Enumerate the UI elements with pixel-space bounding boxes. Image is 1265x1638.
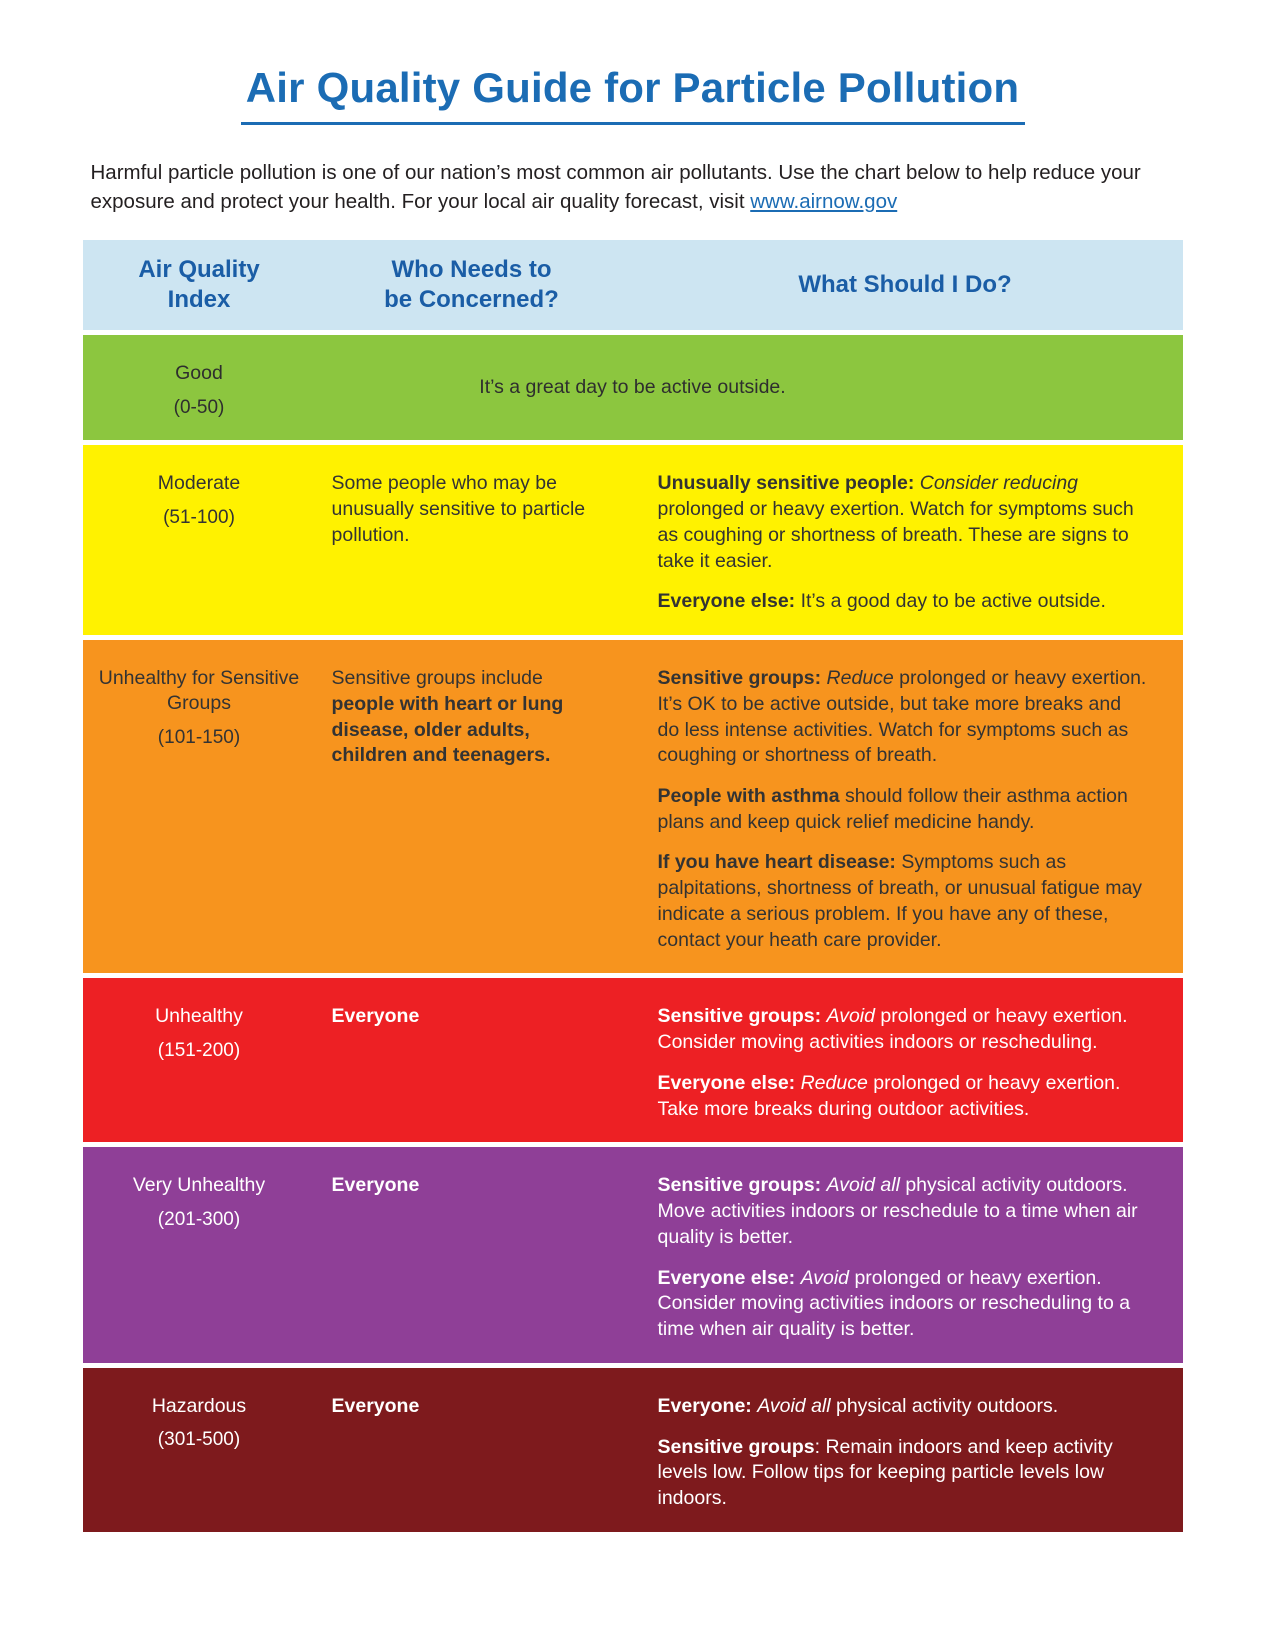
- category-name: Unhealthy: [155, 1005, 243, 1028]
- text-segment: Sensitive groups:: [657, 1005, 827, 1028]
- text-segment: prolonged or heavy exertion. Consider mo…: [657, 1005, 1128, 1054]
- category-name: Moderate: [157, 472, 241, 495]
- category-range: (201-300): [157, 1208, 241, 1230]
- page-title: Air Quality Guide for Particle Pollution: [245, 64, 1020, 111]
- text-segment: Reduce: [826, 667, 894, 690]
- text-segment: physical activity outdoors.: [830, 1394, 1059, 1417]
- concerned-cell: Everyone: [316, 978, 628, 1142]
- text-segment: People with asthma: [657, 785, 840, 808]
- text-segment: It’s a good day to be active outside.: [800, 590, 1106, 613]
- text-segment: Everyone: [331, 1394, 420, 1417]
- aqi-row-very-unhealthy: Very Unhealthy (201-300) Everyone Sensitive…: [82, 1147, 1183, 1363]
- text-segment: prolonged or heavy exertion. It’s OK to …: [657, 667, 1147, 767]
- concerned-text: Everyone: [332, 1394, 606, 1420]
- text-segment: Everyone else:: [657, 1071, 801, 1094]
- intro-paragraph: Harmful particle pollution is one of our…: [91, 159, 1175, 216]
- action-paragraph: Everyone else: Reduce prolonged or heavy…: [658, 1071, 1147, 1122]
- action-paragraph: Sensitive groups: Remain indoors and kee…: [658, 1435, 1147, 1512]
- category-cell: Unhealthy for Sensitive Groups (101-150): [83, 640, 316, 973]
- category-range: (0-50): [173, 396, 225, 418]
- text-segment: Everyone:: [657, 1394, 758, 1417]
- text-segment: Avoid all: [826, 1174, 900, 1197]
- actions-cell: Sensitive groups: Reduce prolonged or he…: [628, 640, 1183, 973]
- category-cell: Very Unhealthy (201-300): [83, 1147, 316, 1362]
- table-rows: Good (0-50) It’s a great day to be active …: [82, 335, 1183, 1532]
- text-segment: Avoid: [800, 1266, 850, 1289]
- table-header-row: Air Quality Index Who Needs to be Concer…: [82, 240, 1183, 331]
- text-segment: Some people who may be unusually sensiti…: [331, 472, 586, 546]
- text-segment: Sensitive groups include: [331, 667, 543, 690]
- merged-advice-text: It’s a great day to be active outside.: [479, 376, 786, 399]
- concerned-text: Sensitive groups include people with hea…: [332, 666, 606, 769]
- concerned-text: Everyone: [332, 1004, 606, 1030]
- text-segment: should follow their asthma action plans …: [657, 785, 1128, 833]
- action-paragraph: Unusually sensitive people: Consider red…: [658, 471, 1147, 574]
- page: Air Quality Guide for Particle Pollution…: [82, 0, 1183, 1532]
- header-what-should-i-do: What Should I Do?: [798, 271, 1012, 299]
- intro-text: Harmful particle pollution is one of our…: [90, 161, 1141, 213]
- aqi-table: Air Quality Index Who Needs to be Concer…: [82, 240, 1183, 1532]
- action-paragraph: Sensitive groups: Avoid all physical act…: [658, 1173, 1147, 1250]
- action-paragraph: Everyone else: It’s a good day to be act…: [658, 589, 1147, 615]
- actions-cell: Sensitive groups: Avoid prolonged or hea…: [628, 978, 1183, 1142]
- action-paragraph: Everyone else: Avoid prolonged or heavy …: [658, 1266, 1147, 1343]
- category-name: Unhealthy for Sensitive Groups: [98, 667, 300, 715]
- text-segment: physical activity outdoors. Move activit…: [657, 1174, 1138, 1248]
- category-name: Good: [175, 362, 223, 385]
- text-segment: Consider reducing: [919, 472, 1079, 495]
- action-paragraph: People with asthma should follow their a…: [658, 784, 1147, 835]
- category-name: Very Unhealthy: [132, 1174, 266, 1197]
- actions-cell: Sensitive groups: Avoid all physical act…: [628, 1147, 1183, 1362]
- category-cell: Good (0-50): [83, 335, 316, 440]
- text-segment: prolonged or heavy exertion. Consider mo…: [657, 1266, 1131, 1341]
- category-range: (151-200): [157, 1039, 241, 1061]
- text-segment: If you have heart disease:: [657, 851, 902, 874]
- category-range: (51-100): [163, 506, 235, 528]
- text-segment: Everyone: [331, 1005, 420, 1028]
- text-segment: Reduce: [800, 1071, 868, 1094]
- category-cell: Moderate (51-100): [83, 445, 316, 635]
- text-segment: Unusually sensitive people:: [657, 472, 920, 495]
- text-segment: people with heart or lung disease, older…: [331, 692, 564, 767]
- actions-cell: Everyone: Avoid all physical activity ou…: [628, 1368, 1183, 1532]
- text-segment: Everyone: [331, 1174, 420, 1197]
- text-segment: Sensitive groups: [657, 1435, 815, 1458]
- aqi-row-hazardous: Hazardous (301-500) Everyone Everyone: Avoi…: [82, 1367, 1183, 1532]
- concerned-text: Everyone: [332, 1173, 606, 1199]
- action-paragraph: Sensitive groups: Avoid prolonged or hea…: [658, 1004, 1147, 1055]
- concerned-cell: Some people who may be unusually sensiti…: [316, 445, 628, 635]
- text-segment: Avoid: [826, 1005, 875, 1028]
- concerned-text: Some people who may be unusually sensiti…: [332, 471, 606, 548]
- actions-cell: Unusually sensitive people: Consider red…: [628, 445, 1183, 635]
- text-segment: Sensitive groups:: [657, 667, 827, 690]
- concerned-cell: Sensitive groups include people with hea…: [316, 640, 628, 973]
- category-range: (101-150): [157, 726, 241, 748]
- text-segment: Symptoms such as palpitations, shortness…: [657, 851, 1143, 951]
- text-segment: Avoid all: [757, 1394, 831, 1417]
- text-segment: prolonged or heavy exertion. Watch for s…: [657, 498, 1134, 572]
- aqi-row-unhealthy: Unhealthy (151-200) Everyone Sensitive grou…: [82, 978, 1183, 1143]
- text-segment: Sensitive groups:: [657, 1174, 827, 1197]
- action-paragraph: Sensitive groups: Reduce prolonged or he…: [658, 666, 1147, 769]
- text-segment: Everyone else:: [657, 590, 801, 613]
- concerned-cell: Everyone: [316, 1368, 628, 1532]
- header-who-needs-concerned: Who Needs to be Concerned?: [384, 256, 559, 314]
- category-range: (301-500): [157, 1429, 241, 1451]
- aqi-row-usg: Unhealthy for Sensitive Groups (101-150) S…: [82, 640, 1183, 974]
- action-paragraph: Everyone: Avoid all physical activity ou…: [658, 1394, 1147, 1420]
- text-segment: Everyone else:: [657, 1266, 801, 1289]
- category-cell: Hazardous (301-500): [83, 1368, 316, 1532]
- category-cell: Unhealthy (151-200): [83, 978, 316, 1142]
- concerned-cell: Everyone: [316, 1147, 628, 1362]
- action-paragraph: If you have heart disease: Symptoms such…: [658, 850, 1147, 953]
- category-name: Hazardous: [151, 1394, 247, 1417]
- airnow-link[interactable]: www.airnow.gov: [750, 189, 898, 213]
- header-air-quality-index: Air Quality Index: [138, 256, 260, 314]
- text-segment: : Remain indoors and keep activity level…: [657, 1435, 1113, 1509]
- aqi-row-good: Good (0-50) It’s a great day to be active …: [82, 335, 1183, 441]
- title-underline: [240, 122, 1025, 125]
- text-segment: prolonged or heavy exertion. Take more b…: [657, 1071, 1121, 1120]
- aqi-row-moderate: Moderate (51-100) Some people who may be u…: [82, 445, 1183, 636]
